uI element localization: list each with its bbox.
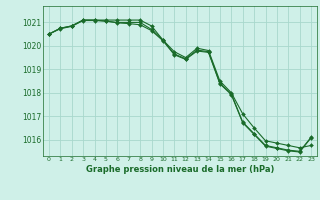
X-axis label: Graphe pression niveau de la mer (hPa): Graphe pression niveau de la mer (hPa): [86, 165, 274, 174]
